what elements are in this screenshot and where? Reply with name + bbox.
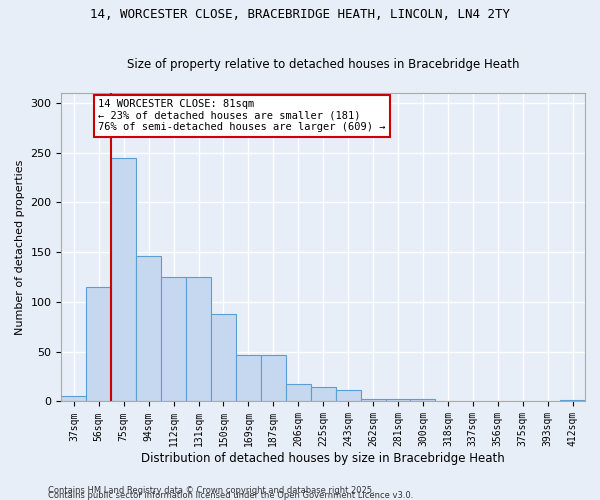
Bar <box>186 277 211 402</box>
Bar <box>560 400 585 402</box>
Bar <box>86 287 111 402</box>
Text: 14, WORCESTER CLOSE, BRACEBRIDGE HEATH, LINCOLN, LN4 2TY: 14, WORCESTER CLOSE, BRACEBRIDGE HEATH, … <box>90 8 510 20</box>
Bar <box>261 354 286 402</box>
Bar <box>161 277 186 402</box>
Bar <box>335 390 361 402</box>
Y-axis label: Number of detached properties: Number of detached properties <box>15 160 25 335</box>
Bar <box>136 256 161 402</box>
Bar <box>111 158 136 402</box>
Text: 14 WORCESTER CLOSE: 81sqm
← 23% of detached houses are smaller (181)
76% of semi: 14 WORCESTER CLOSE: 81sqm ← 23% of detac… <box>98 99 386 132</box>
Title: Size of property relative to detached houses in Bracebridge Heath: Size of property relative to detached ho… <box>127 58 520 71</box>
Text: Contains HM Land Registry data © Crown copyright and database right 2025.: Contains HM Land Registry data © Crown c… <box>48 486 374 495</box>
Bar <box>286 384 311 402</box>
X-axis label: Distribution of detached houses by size in Bracebridge Heath: Distribution of detached houses by size … <box>142 452 505 465</box>
Bar <box>311 386 335 402</box>
Bar <box>236 354 261 402</box>
Bar <box>211 314 236 402</box>
Bar <box>386 400 410 402</box>
Bar <box>361 400 386 402</box>
Bar <box>410 400 436 402</box>
Text: Contains public sector information licensed under the Open Government Licence v3: Contains public sector information licen… <box>48 491 413 500</box>
Bar <box>61 396 86 402</box>
